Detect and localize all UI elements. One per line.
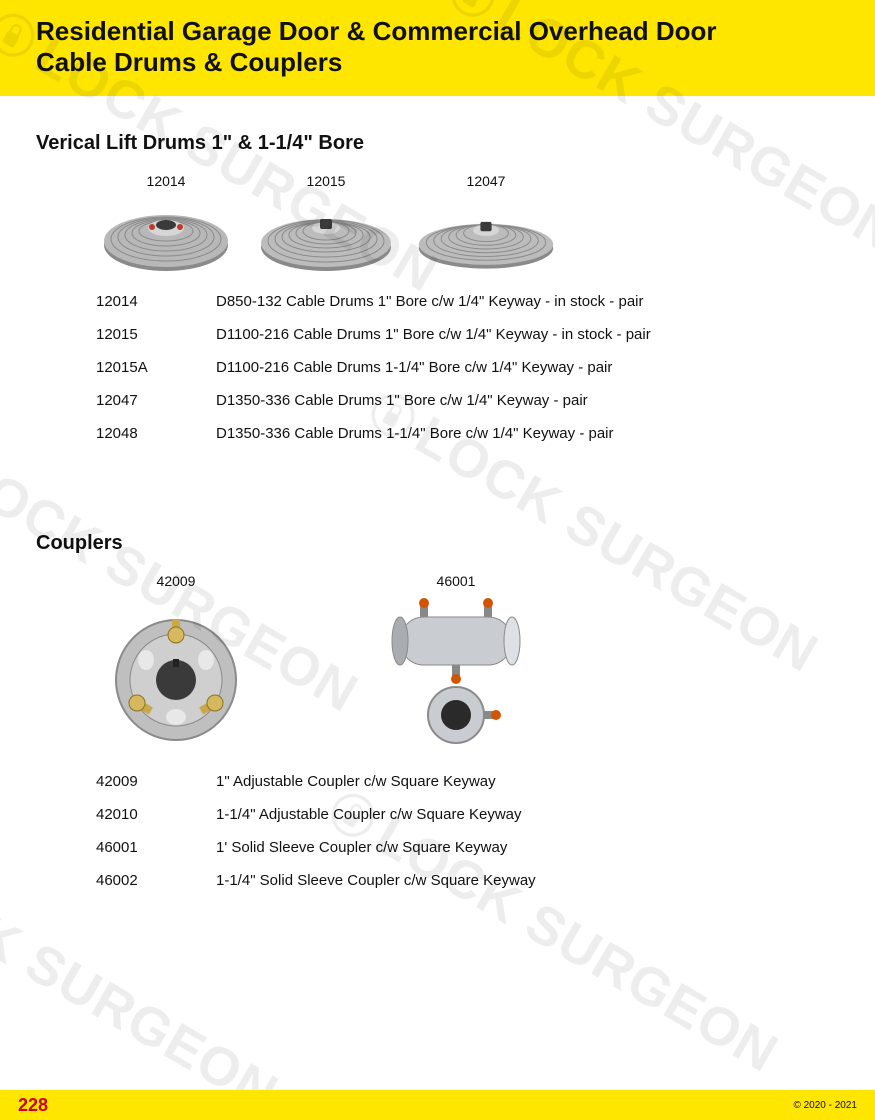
drum-image-12047: 12047 [416,173,556,275]
table-row: 12047 D1350-336 Cable Drums 1" Bore c/w 1… [96,392,839,409]
drum-spec-table: 12014 D850-132 Cable Drums 1" Bore c/w 1/… [96,293,839,442]
title-line-2: Cable Drums & Couplers [36,47,342,77]
sku: 12047 [96,392,176,409]
table-row: 12014 D850-132 Cable Drums 1" Bore c/w 1/… [96,293,839,310]
drum-illustration [416,195,556,275]
drum-image-row: 12014 12015 [96,173,839,275]
image-label: 12015 [307,173,346,189]
table-row: 12048 D1350-336 Cable Drums 1-1/4" Bore c… [96,425,839,442]
table-row: 12015 D1100-216 Cable Drums 1" Bore c/w 1… [96,326,839,343]
coupler-spec-table: 42009 1" Adjustable Coupler c/w Square Ke… [96,773,839,889]
description: 1" Adjustable Coupler c/w Square Keyway [216,773,839,790]
page-content: Verical Lift Drums 1" & 1-1/4" Bore 1201… [0,96,875,889]
sku: 12015 [96,326,176,343]
sku: 12048 [96,425,176,442]
coupler-image-42009: 42009 [96,573,256,755]
image-label: 12014 [147,173,186,189]
description: D1350-336 Cable Drums 1-1/4" Bore c/w 1/… [216,425,839,442]
description: 1-1/4" Adjustable Coupler c/w Square Key… [216,806,839,823]
sku: 42009 [96,773,176,790]
description: 1' Solid Sleeve Coupler c/w Square Keywa… [216,839,839,856]
table-row: 42009 1" Adjustable Coupler c/w Square Ke… [96,773,839,790]
sku: 42010 [96,806,176,823]
drum-illustration [96,195,236,275]
couplers-section: Couplers 42009 [36,532,839,889]
drum-image-12015: 12015 [256,173,396,275]
description: D1350-336 Cable Drums 1" Bore c/w 1/4" K… [216,392,839,409]
coupler-illustration [96,595,256,755]
table-row: 12015A D1100-216 Cable Drums 1-1/4" Bore … [96,359,839,376]
description: 1-1/4" Solid Sleeve Coupler c/w Square K… [216,872,839,889]
sku: 12015A [96,359,176,376]
image-label: 12047 [467,173,506,189]
sleeve-coupler-illustration [376,595,536,755]
sku: 46001 [96,839,176,856]
page-title: Residential Garage Door & Commercial Ove… [36,16,839,78]
sku: 12014 [96,293,176,310]
section-title-couplers: Couplers [36,532,839,555]
catalog-page: LOCK SURGEON LOCK SURGEON LOCK SURGEON L… [0,0,875,1120]
section-title-drums: Verical Lift Drums 1" & 1-1/4" Bore [36,132,839,155]
sku: 46002 [96,872,176,889]
coupler-image-46001: 46001 [376,573,536,755]
drum-image-12014: 12014 [96,173,236,275]
description: D1100-216 Cable Drums 1" Bore c/w 1/4" K… [216,326,839,343]
image-label: 46001 [437,573,476,589]
drum-illustration [256,195,396,275]
page-number: 228 [18,1095,48,1116]
coupler-image-row: 42009 [96,573,839,755]
copyright-text: © 2020 - 2021 [793,1100,857,1111]
description: D850-132 Cable Drums 1" Bore c/w 1/4" Ke… [216,293,839,310]
title-line-1: Residential Garage Door & Commercial Ove… [36,16,717,46]
description: D1100-216 Cable Drums 1-1/4" Bore c/w 1/… [216,359,839,376]
page-footer: 228 © 2020 - 2021 [0,1090,875,1120]
image-label: 42009 [157,573,196,589]
table-row: 42010 1-1/4" Adjustable Coupler c/w Squar… [96,806,839,823]
table-row: 46002 1-1/4" Solid Sleeve Coupler c/w Squ… [96,872,839,889]
table-row: 46001 1' Solid Sleeve Coupler c/w Square … [96,839,839,856]
page-header: Residential Garage Door & Commercial Ove… [0,0,875,96]
